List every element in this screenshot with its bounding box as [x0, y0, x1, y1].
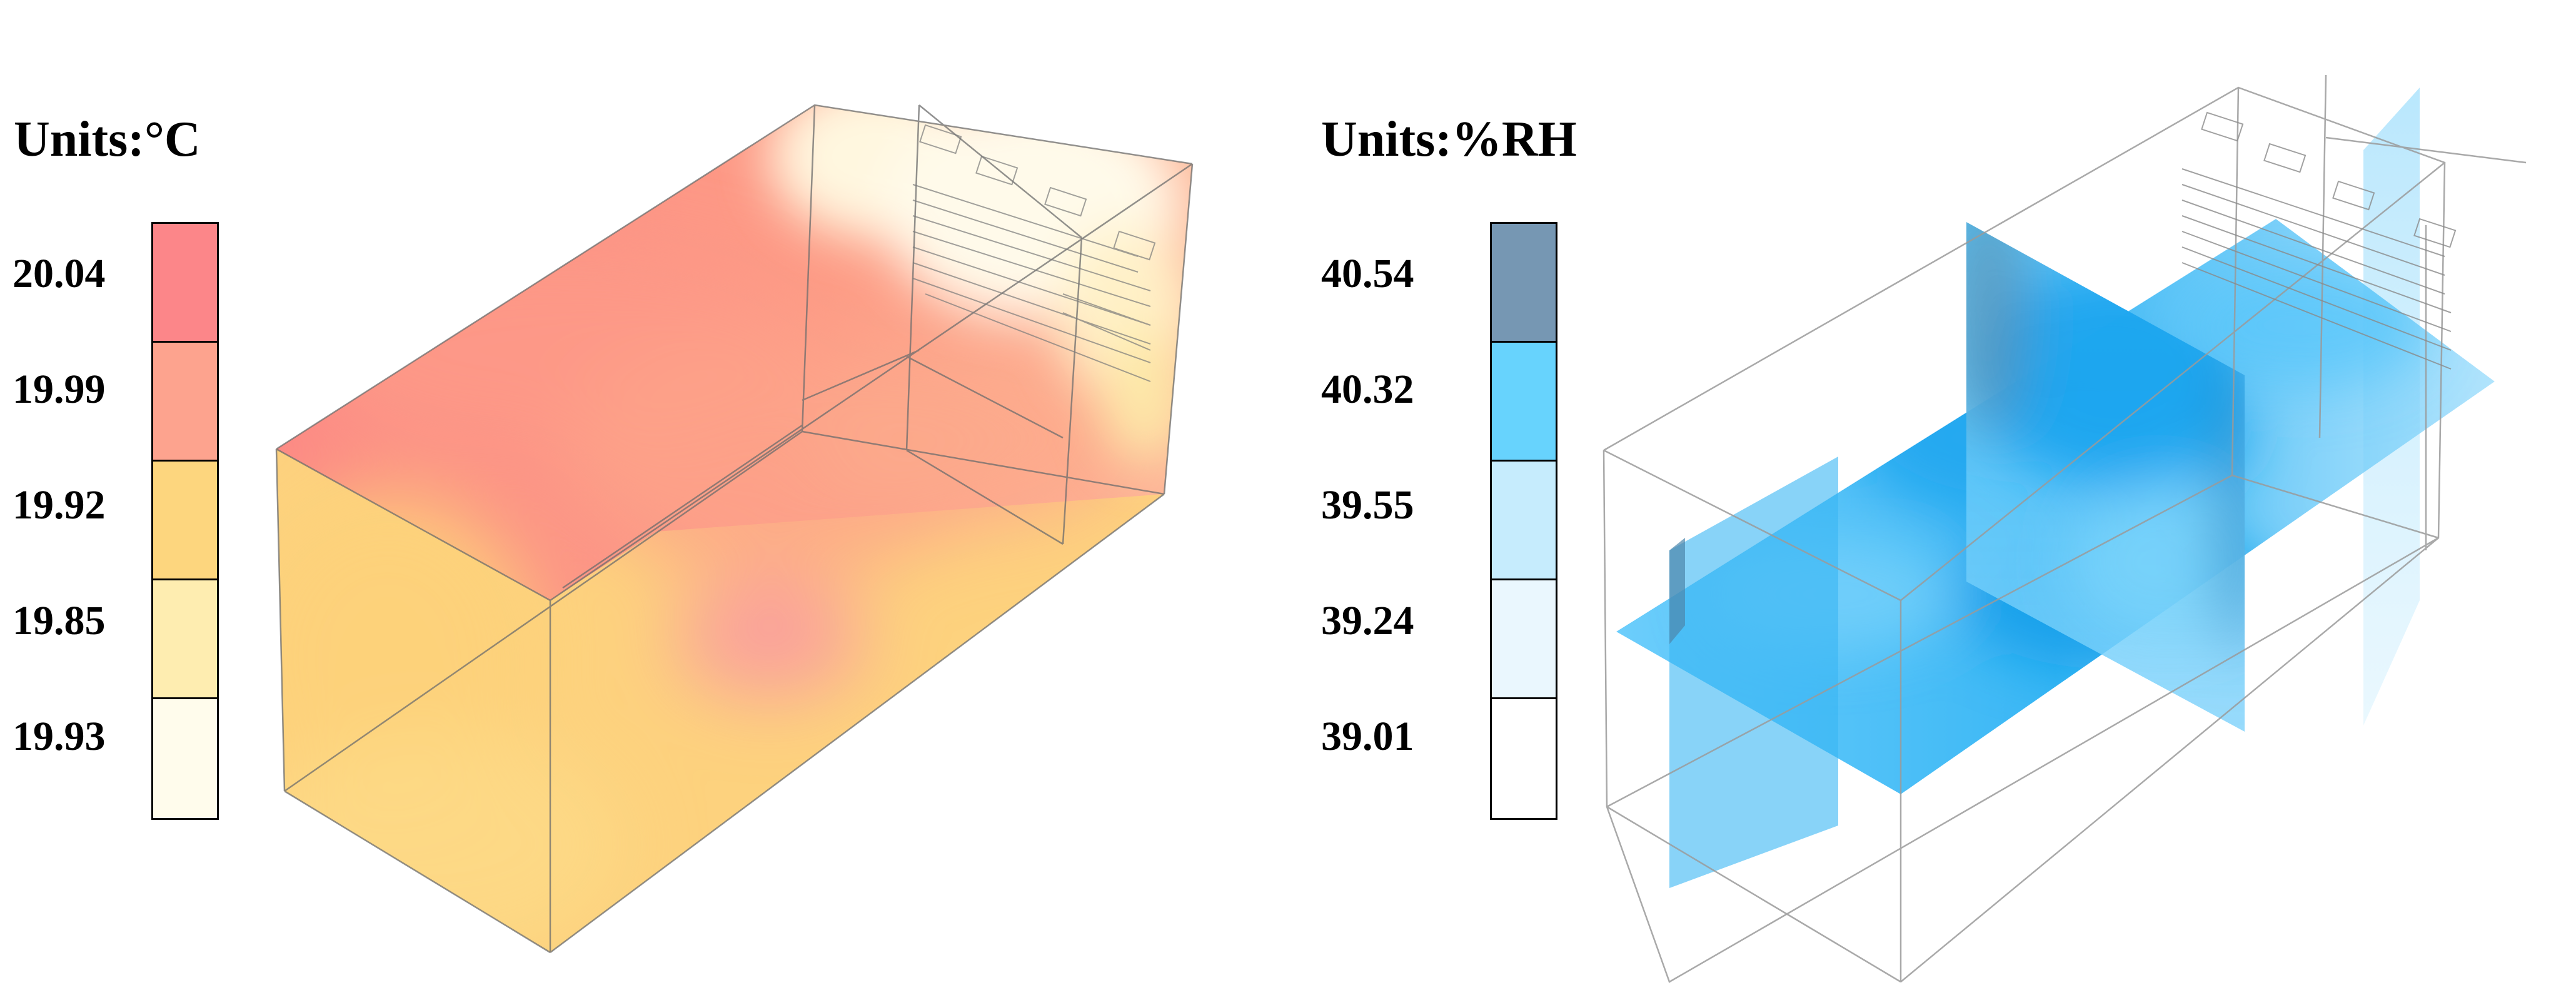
humidity-legend-label: 40.32	[1321, 366, 1414, 412]
temperature-legend-swatch	[153, 462, 217, 580]
temperature-legend-swatch	[153, 580, 217, 699]
humidity-legend-swatch	[1492, 343, 1556, 462]
humidity-legend-label: 39.55	[1321, 482, 1414, 528]
humidity-legend-swatch	[1492, 462, 1556, 580]
temperature-legend-label: 19.92	[13, 482, 106, 528]
humidity-legend-swatch	[1492, 224, 1556, 343]
temperature-legend-swatch	[153, 224, 217, 343]
humidity-room-render	[1602, 74, 2527, 983]
temperature-legend-label: 19.93	[13, 714, 106, 759]
humidity-legend-label: 39.01	[1321, 714, 1414, 759]
temperature-units-label: Units:°C	[14, 112, 201, 167]
temperature-legend-swatch	[153, 343, 217, 462]
temperature-legend-label: 19.85	[13, 598, 106, 644]
humidity-color-legend	[1490, 222, 1557, 820]
humidity-legend-swatch	[1492, 580, 1556, 699]
humidity-legend-label: 39.24	[1321, 598, 1414, 644]
humidity-legend-swatch	[1492, 699, 1556, 818]
humidity-legend-label: 40.54	[1321, 251, 1414, 296]
temperature-legend-label: 19.99	[13, 366, 106, 412]
humidity-units-label: Units:%RH	[1321, 112, 1577, 167]
temperature-legend-swatch	[153, 699, 217, 818]
temperature-legend-label: 20.04	[13, 251, 106, 296]
temperature-room-render	[275, 104, 1194, 954]
temperature-color-legend	[151, 222, 219, 820]
